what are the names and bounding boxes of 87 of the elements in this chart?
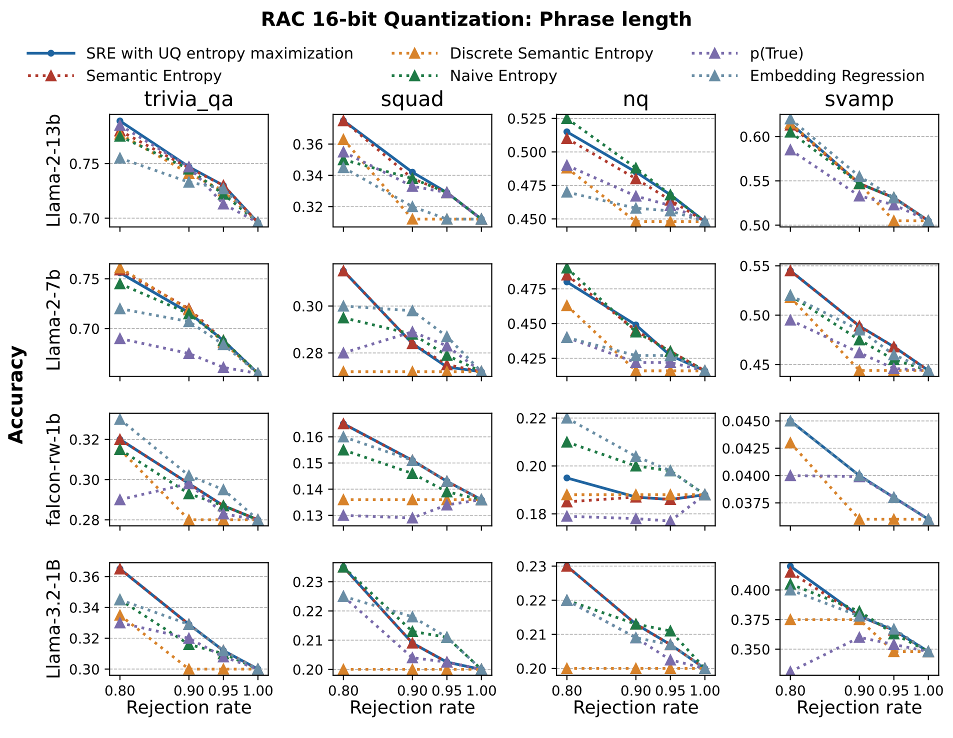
y-tick-label: 0.70 xyxy=(70,324,99,334)
y-tick-label: 0.20 xyxy=(516,663,546,674)
y-tick-label: 0.50 xyxy=(740,310,770,321)
y-tick-label: 0.350 xyxy=(731,644,770,655)
x-tick-label: 0.80 xyxy=(105,685,134,696)
y-tick-label: 0.16 xyxy=(293,432,322,442)
y-tick-label: 0.450 xyxy=(508,318,546,330)
y-tick-label: 0.18 xyxy=(516,508,546,520)
y-tick-label: 0.34 xyxy=(293,170,323,181)
y-tick-label: 0.14 xyxy=(293,484,323,495)
x-tick-label: 0.95 xyxy=(656,685,685,696)
y-tick-label: 0.20 xyxy=(293,664,322,675)
chart-title: svamp xyxy=(826,94,893,110)
y-tick-label: 0.28 xyxy=(293,348,322,358)
legend-label: SRE with UQ entropy maximization xyxy=(87,46,352,62)
y-tick-label: 0.75 xyxy=(70,274,99,284)
y-tick-label: 0.55 xyxy=(740,260,770,272)
y-tick-label: 0.34 xyxy=(70,602,100,613)
x-tick-label: 1.00 xyxy=(914,685,943,696)
y-tick-label: 0.55 xyxy=(740,176,770,186)
legend-label: Semantic Entropy xyxy=(87,69,222,84)
x-axis-title: Rejection rate xyxy=(798,700,922,718)
text: Accuracy xyxy=(8,346,27,444)
y-tick-label: 0.20 xyxy=(516,460,546,472)
x-tick-label: 0.80 xyxy=(328,685,358,696)
y-tick-label: 0.22 xyxy=(293,606,322,616)
x-axis-title: Rejection rate xyxy=(128,700,251,718)
y-tick-label: 0.32 xyxy=(70,434,98,445)
chart-title: squad xyxy=(382,90,442,110)
y-tick-label: 0.30 xyxy=(70,664,99,675)
y-tick-label: 0.475 xyxy=(508,284,546,294)
y-tick-label: 0.0450 xyxy=(722,416,770,426)
x-tick-label: 0.95 xyxy=(432,685,462,696)
y-tick-label: 0.375 xyxy=(731,614,770,626)
y-tick-label: 0.75 xyxy=(70,158,99,170)
y-tick-label: 0.50 xyxy=(740,220,770,231)
y-tick-label: 0.36 xyxy=(70,572,99,582)
y-tick-label: 0.475 xyxy=(508,180,546,191)
legend-label: Discrete Semantic Entropy xyxy=(451,46,654,62)
x-tick-label: 0.90 xyxy=(621,685,650,696)
x-tick-label: 0.90 xyxy=(844,685,874,696)
y-tick-label: 0.450 xyxy=(508,214,546,224)
y-tick-label: 0.13 xyxy=(293,510,322,521)
x-tick-label: 0.95 xyxy=(879,685,908,696)
y-tick-label: 0.60 xyxy=(740,132,770,142)
y-tick-label: 0.500 xyxy=(508,146,546,158)
y-tick-label: 0.21 xyxy=(516,629,546,640)
text: RAC 16-bit Quantization: Phrase length xyxy=(262,11,691,30)
legend-label: Naive Entropy xyxy=(451,69,558,84)
y-axis-title: Llama-2-13b xyxy=(46,114,60,226)
y-tick-label: 0.425 xyxy=(508,353,546,364)
y-tick-label: 0.32 xyxy=(70,633,98,644)
y-axis-title: falcon-rw-1b xyxy=(46,414,60,526)
y-tick-label: 0.0425 xyxy=(722,443,770,454)
y-tick-label: 0.32 xyxy=(293,202,322,212)
y-tick-label: 0.70 xyxy=(70,213,99,224)
legend-label: p(True) xyxy=(751,46,803,62)
y-tick-label: 0.45 xyxy=(740,360,770,370)
y-tick-label: 0.0375 xyxy=(722,498,770,508)
x-tick-label: 0.95 xyxy=(208,685,238,696)
y-axis-title: Llama-3.2-1B xyxy=(46,560,60,678)
legend-label: Embedding Regression xyxy=(751,69,924,84)
y-tick-label: 0.23 xyxy=(293,576,322,588)
x-axis-title: Rejection rate xyxy=(574,700,698,718)
y-tick-label: 0.0400 xyxy=(722,470,770,482)
y-tick-label: 0.22 xyxy=(516,595,546,606)
x-tick-label: 0.90 xyxy=(398,685,427,696)
y-tick-label: 0.30 xyxy=(70,474,99,486)
y-tick-label: 0.36 xyxy=(293,139,322,150)
x-tick-label: 0.80 xyxy=(776,685,805,696)
chart-title: trivia_qa xyxy=(144,90,232,111)
y-tick-label: 0.28 xyxy=(70,514,99,526)
x-tick-label: 0.80 xyxy=(552,685,582,696)
y-tick-label: 0.15 xyxy=(293,458,322,468)
x-tick-label: 0.90 xyxy=(174,685,204,696)
x-axis-title: Rejection rate xyxy=(351,700,474,718)
y-tick-label: 0.30 xyxy=(293,301,322,312)
x-tick-label: 1.00 xyxy=(467,685,496,696)
x-tick-label: 1.00 xyxy=(690,685,720,696)
y-tick-label: 0.22 xyxy=(516,413,546,424)
chart-title: nq xyxy=(624,94,648,110)
y-axis-title: Llama-2-7b xyxy=(46,270,60,370)
y-tick-label: 0.400 xyxy=(731,584,770,596)
y-tick-label: 0.23 xyxy=(516,561,546,572)
y-tick-label: 0.21 xyxy=(293,635,322,646)
y-tick-label: 0.525 xyxy=(508,113,546,124)
x-tick-label: 1.00 xyxy=(244,685,272,696)
